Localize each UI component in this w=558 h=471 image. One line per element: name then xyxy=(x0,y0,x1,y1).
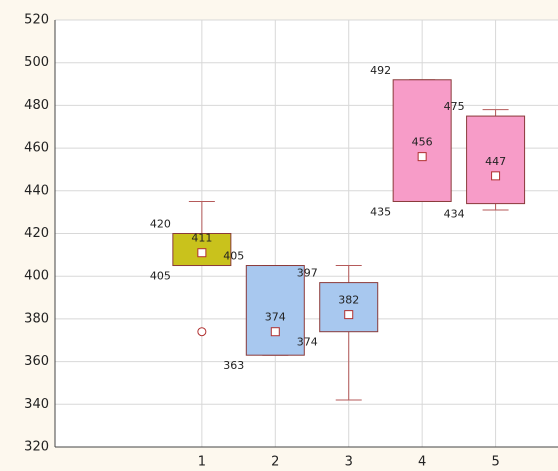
data-label: 363 xyxy=(223,359,244,372)
data-label: 492 xyxy=(370,64,391,77)
x-tick-label: 3 xyxy=(345,455,353,470)
data-label: 435 xyxy=(370,205,391,218)
y-tick-label: 420 xyxy=(24,226,49,241)
data-label: 434 xyxy=(444,208,465,221)
box xyxy=(245,265,305,356)
data-label: 411 xyxy=(191,232,212,245)
y-tick-label: 340 xyxy=(24,397,49,412)
y-tick-label: 440 xyxy=(24,183,49,198)
x-tick-label: 1 xyxy=(198,455,206,470)
median-marker xyxy=(270,327,280,337)
median-marker xyxy=(491,171,501,181)
y-tick-label: 500 xyxy=(24,55,49,70)
y-tick-label: 380 xyxy=(24,311,49,326)
box xyxy=(319,282,379,333)
y-tick-label: 480 xyxy=(24,98,49,113)
box xyxy=(392,79,452,202)
data-label: 382 xyxy=(338,294,359,307)
data-label: 405 xyxy=(150,270,171,283)
median-marker xyxy=(344,310,354,320)
data-label: 475 xyxy=(444,100,465,113)
x-tick-label: 4 xyxy=(418,455,426,470)
y-tick-label: 400 xyxy=(24,269,49,284)
data-label: 420 xyxy=(150,218,171,231)
data-label: 397 xyxy=(297,267,318,280)
data-label: 405 xyxy=(223,250,244,263)
x-tick-label: 2 xyxy=(271,455,279,470)
data-label: 374 xyxy=(265,311,286,324)
y-tick-label: 360 xyxy=(24,354,49,369)
data-label: 456 xyxy=(412,136,433,149)
box xyxy=(466,115,526,205)
y-tick-label: 320 xyxy=(24,440,49,455)
y-tick-label: 460 xyxy=(24,141,49,156)
data-label: 374 xyxy=(297,336,318,349)
median-marker xyxy=(197,248,207,258)
x-tick-label: 5 xyxy=(491,455,499,470)
outlier xyxy=(197,327,207,337)
median-marker xyxy=(417,152,427,162)
y-tick-label: 520 xyxy=(24,13,49,28)
data-label: 447 xyxy=(485,155,506,168)
